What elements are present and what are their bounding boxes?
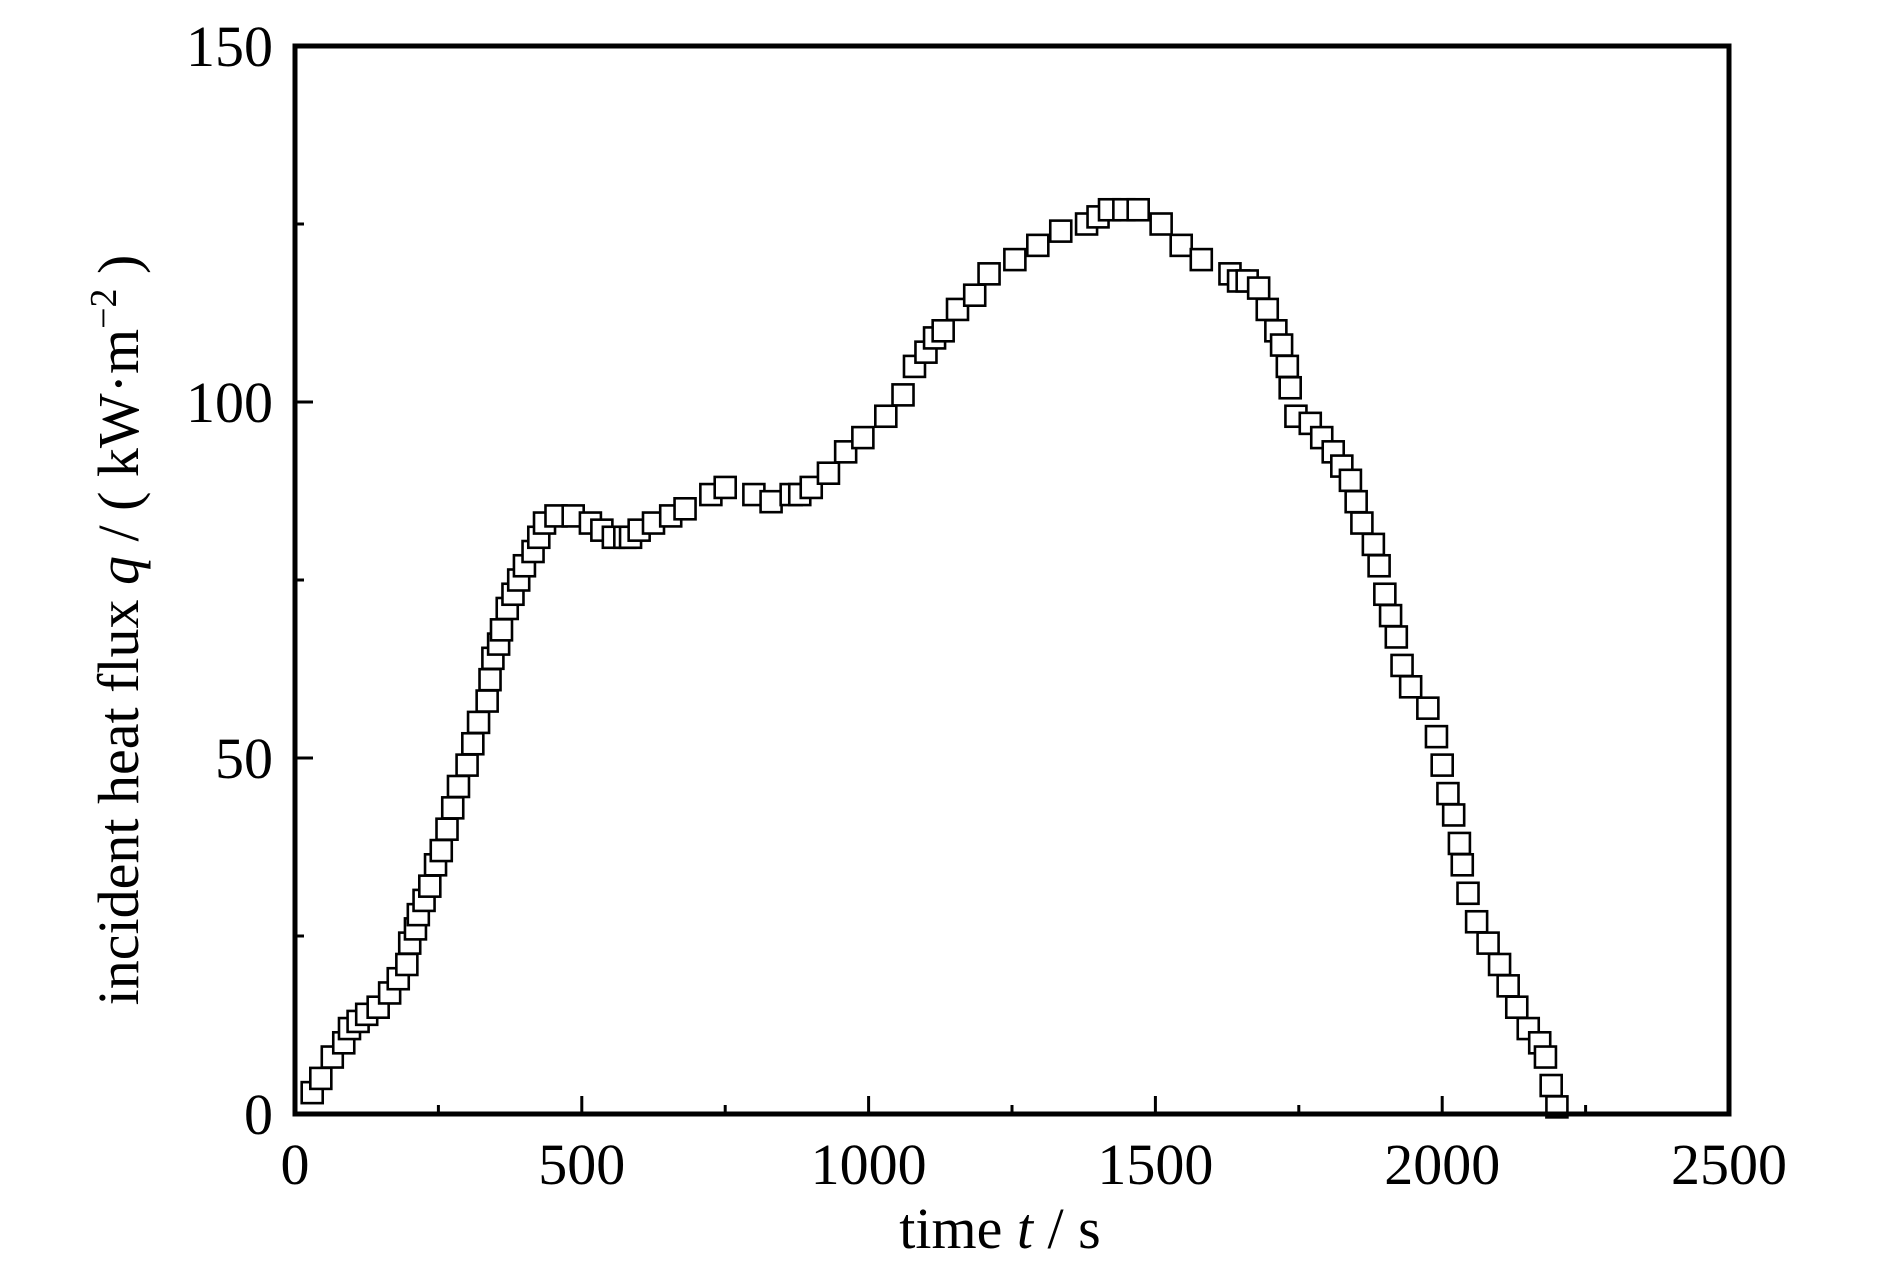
data-point bbox=[759, 489, 783, 514]
y-tick-label: 100 bbox=[186, 370, 273, 435]
data-point bbox=[1048, 219, 1073, 243]
data-point bbox=[1390, 653, 1414, 678]
data-point bbox=[1378, 603, 1403, 628]
data-point bbox=[1350, 511, 1374, 535]
y-axis-title: incident heat flux q / ( kW·m−2 ) bbox=[83, 255, 151, 1006]
data-point bbox=[466, 710, 491, 735]
data-point bbox=[1476, 931, 1500, 955]
data-point bbox=[1338, 468, 1363, 493]
data-point bbox=[1169, 233, 1194, 258]
data-point bbox=[455, 753, 479, 777]
data-point bbox=[429, 838, 454, 863]
data-point bbox=[962, 283, 987, 308]
data-point bbox=[1398, 674, 1423, 699]
x-tick-label: 1000 bbox=[811, 1132, 927, 1197]
data-point bbox=[891, 383, 915, 407]
data-point bbox=[977, 262, 1001, 286]
data-point bbox=[1424, 724, 1449, 749]
data-point bbox=[475, 689, 499, 713]
data-point bbox=[1189, 247, 1214, 272]
data-point bbox=[1373, 582, 1397, 607]
data-point bbox=[874, 404, 898, 429]
y-axis-tick-labels: 0 50 100 150 bbox=[186, 14, 273, 1147]
data-point bbox=[1533, 1045, 1558, 1069]
data-point bbox=[440, 796, 465, 820]
data-point bbox=[1447, 831, 1472, 856]
data-markers bbox=[300, 197, 1569, 1119]
data-point bbox=[478, 667, 502, 692]
data-point bbox=[1436, 781, 1460, 806]
data-point bbox=[1384, 625, 1409, 649]
x-axis-title: time t / s bbox=[899, 1196, 1100, 1261]
data-point bbox=[309, 1066, 333, 1091]
data-point bbox=[1504, 995, 1529, 1020]
data-point bbox=[799, 475, 824, 500]
x-tick-label: 0 bbox=[281, 1132, 310, 1197]
data-point bbox=[1367, 553, 1391, 578]
x-tick-label: 500 bbox=[538, 1132, 625, 1197]
data-point bbox=[1361, 532, 1386, 557]
data-point bbox=[1464, 909, 1489, 934]
data-point bbox=[673, 496, 697, 521]
data-point bbox=[1539, 1073, 1563, 1098]
data-point bbox=[461, 731, 485, 756]
data-point bbox=[1456, 881, 1480, 906]
x-axis-tick-labels: 0 500 1000 1500 2000 2500 bbox=[281, 1132, 1788, 1197]
data-point bbox=[1487, 952, 1512, 977]
data-point bbox=[435, 817, 459, 842]
x-tick-label: 1500 bbox=[1097, 1132, 1213, 1197]
data-point bbox=[489, 618, 514, 642]
data-point bbox=[1450, 852, 1475, 877]
data-point bbox=[1278, 375, 1302, 400]
data-point bbox=[1255, 297, 1280, 322]
x-tick-label: 2500 bbox=[1671, 1132, 1787, 1197]
data-point bbox=[1149, 212, 1173, 236]
data-point bbox=[1496, 974, 1520, 998]
data-point bbox=[1003, 247, 1027, 272]
data-point bbox=[1275, 354, 1300, 379]
data-point bbox=[1126, 197, 1150, 222]
data-point bbox=[1441, 803, 1466, 827]
data-point bbox=[446, 774, 471, 799]
data-point bbox=[1344, 489, 1368, 514]
data-point bbox=[1246, 276, 1271, 300]
data-point bbox=[395, 952, 419, 977]
data-point bbox=[713, 475, 738, 500]
data-point bbox=[816, 461, 841, 486]
x-axis-ticks bbox=[293, 1096, 1731, 1114]
data-point bbox=[931, 318, 955, 343]
y-tick-label: 150 bbox=[186, 14, 273, 79]
x-tick-label: 2000 bbox=[1384, 1132, 1500, 1197]
data-point bbox=[851, 425, 875, 450]
data-point bbox=[833, 440, 858, 464]
data-point bbox=[1416, 696, 1440, 720]
data-point bbox=[945, 297, 970, 322]
y-axis-ticks bbox=[295, 44, 313, 1116]
y-tick-label: 50 bbox=[215, 726, 273, 791]
data-point bbox=[1026, 233, 1050, 258]
data-point bbox=[1430, 753, 1454, 777]
data-point bbox=[417, 874, 442, 898]
y-tick-label: 0 bbox=[244, 1082, 273, 1147]
data-point bbox=[1269, 333, 1294, 357]
